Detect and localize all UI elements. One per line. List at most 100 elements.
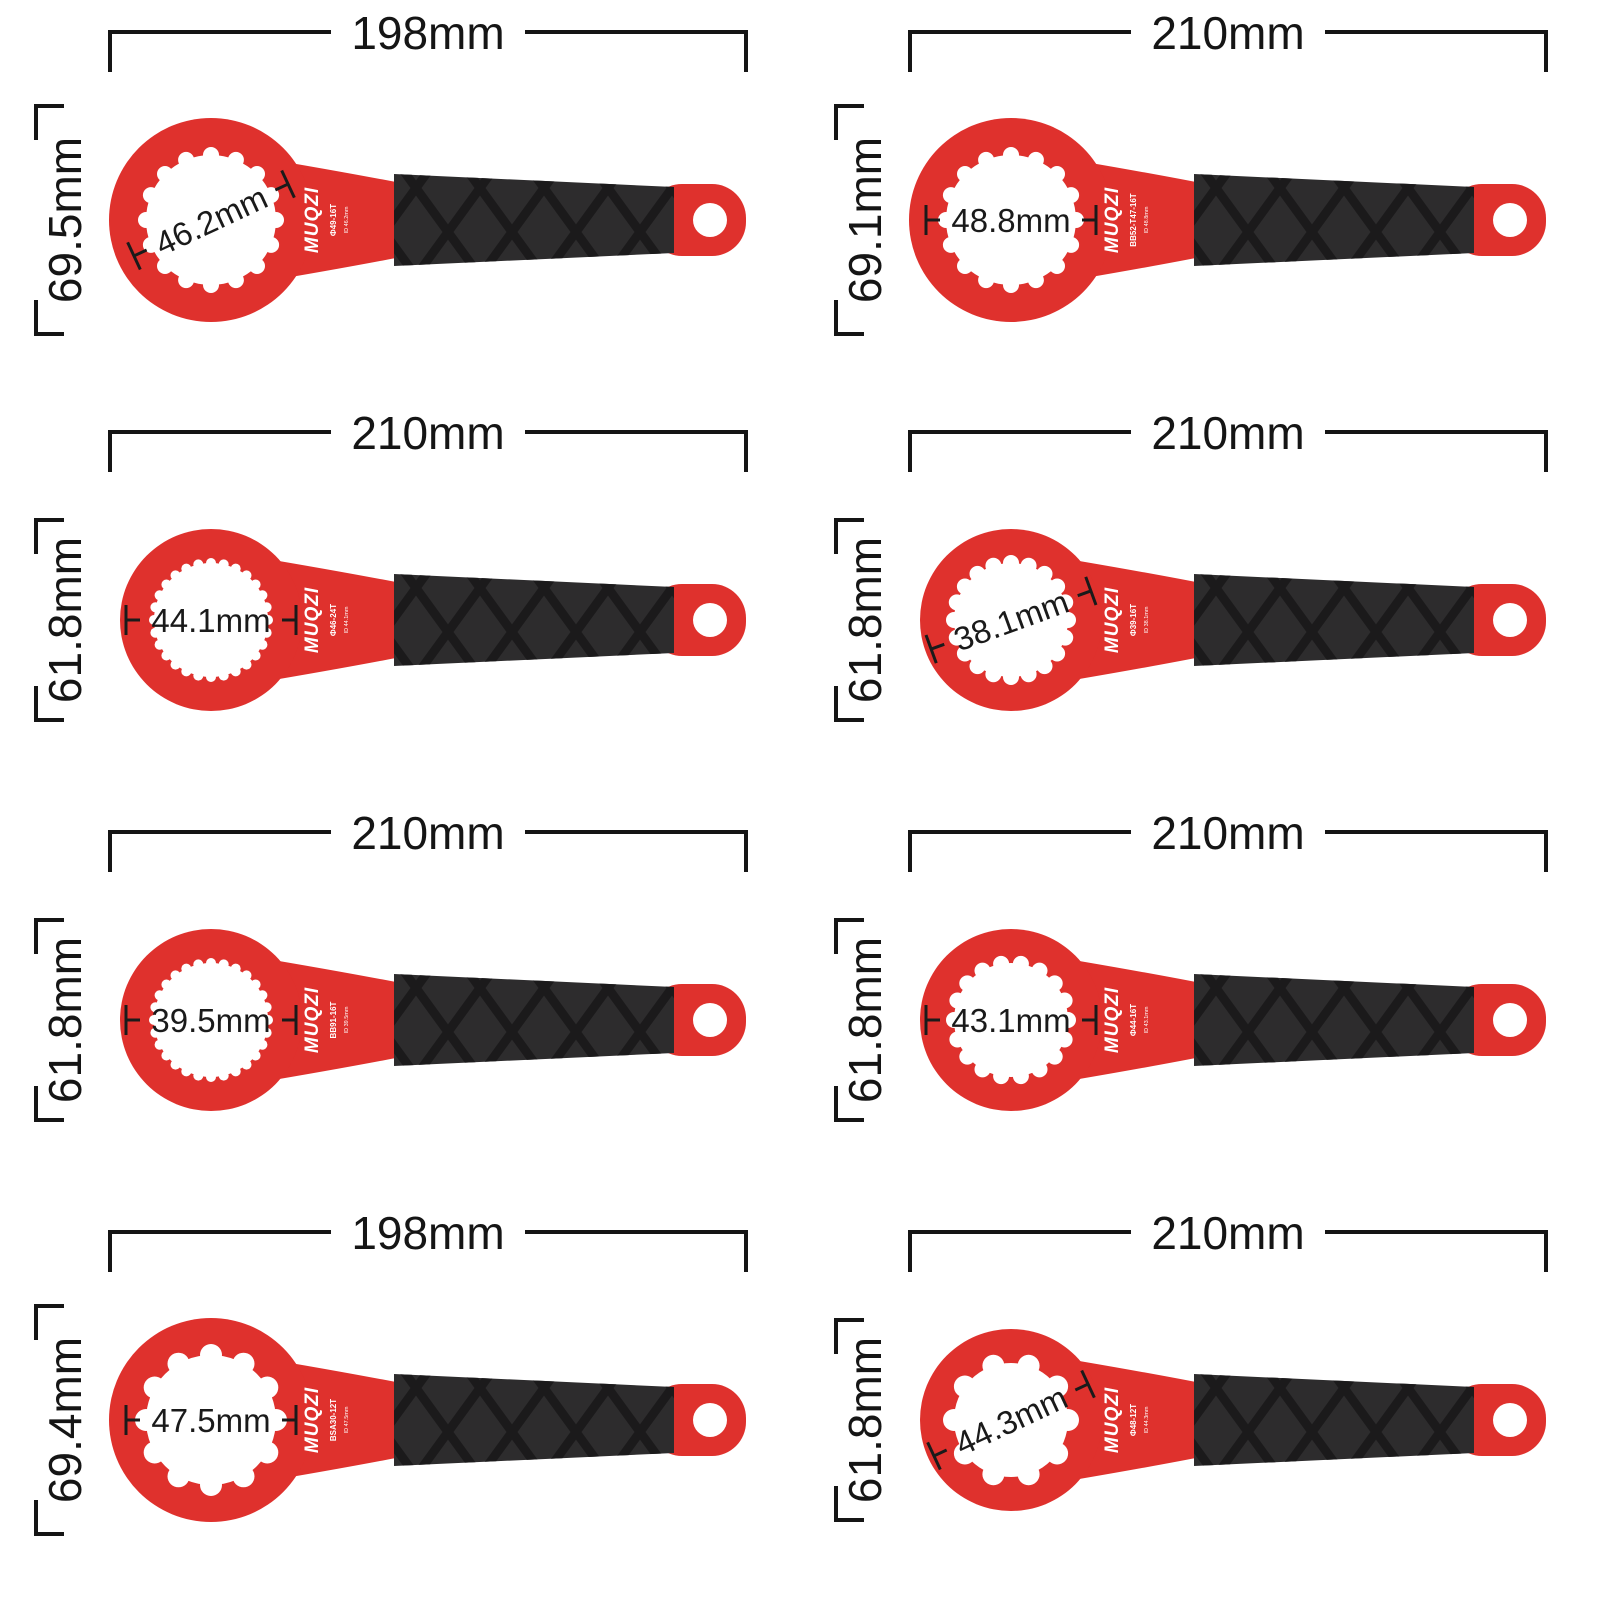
spec-text: ID 39.5mm [344, 1006, 350, 1033]
brand-text: MUQZI [302, 187, 323, 253]
dimension-line [1324, 1230, 1545, 1234]
height-label: 69.1mm [839, 136, 891, 304]
wrench-panel: 210mm 61.8mm MUQZI Ф39-16T [800, 400, 1600, 800]
model-text: Ф39-16T [1129, 604, 1138, 636]
wrench-image: MUQZI BSA30-12T ID 47.5mm 47.5mm [109, 1318, 746, 1522]
dimension-tick-left [908, 830, 912, 872]
wrench-row-body: 69.5mm MUQZI Ф49-16T ID 46.2mm [34, 100, 800, 340]
wrench-bore [154, 963, 268, 1077]
dimension-tick-top [34, 104, 64, 140]
printed-labels: MUQZI Ф44-16T ID 43.1mm [1102, 987, 1150, 1053]
dimension-tick-top [34, 518, 64, 554]
wrench-row-body: 69.4mm MUQZI BSA30-12T ID 47.5mm [34, 1300, 800, 1540]
width-label: 198mm [351, 7, 505, 59]
width-dimension-bracket: 210mm [908, 810, 1549, 890]
model-text: Ф44-16T [1129, 1004, 1138, 1036]
bore-dimension: 44.1mm [124, 602, 298, 639]
bore-tick-right-stub [1074, 1382, 1089, 1392]
dimension-tick-left [908, 1230, 912, 1272]
grip-texture [394, 174, 674, 266]
dimension-tick-top [34, 1304, 64, 1340]
dimension-tick-bottom [34, 1500, 64, 1536]
height-dimension-bracket: 61.8mm [834, 918, 896, 1122]
dimension-line [112, 830, 332, 834]
dimension-tick-bottom [834, 1086, 864, 1122]
height-label: 61.8mm [39, 536, 91, 704]
height-dimension-bracket: 61.8mm [34, 918, 96, 1122]
width-label: 198mm [351, 1207, 505, 1259]
spec-text: ID 47.5mm [344, 1406, 350, 1433]
dimension-tick-right [1544, 830, 1549, 872]
width-dimension-bracket: 198mm [108, 1210, 749, 1290]
spline-teeth [946, 555, 1076, 685]
wrench-row-body: 61.8mm MUQZI BB91-16T ID 39.5mm [34, 900, 800, 1140]
wrench-panel: 210mm 61.8mm MUQZI BB91-16T [0, 800, 800, 1200]
printed-labels: MUQZI BB52-T47-16T ID 48.8mm [1102, 187, 1150, 253]
dimension-tick-left [908, 430, 912, 472]
dimension-tick-left [108, 1230, 112, 1272]
dimension-tick-bottom [834, 1486, 864, 1522]
bore-dimension: 43.1mm [924, 1002, 1098, 1039]
wrench-image: MUQZI Ф49-16T ID 46.2mm 46.2mm [109, 118, 746, 322]
printed-labels: MUQZI BSA30-12T ID 47.5mm [302, 1387, 350, 1453]
dimension-tick-left [108, 430, 112, 472]
spec-text: ID 44.1mm [344, 606, 350, 633]
width-label: 210mm [351, 807, 505, 859]
wrench-bore [946, 155, 1076, 285]
wrench-bore [154, 563, 268, 677]
printed-labels: MUQZI Ф49-16T ID 46.2mm [302, 187, 350, 253]
width-dimension-bracket: 210mm [108, 410, 749, 490]
spline-teeth [943, 1354, 1079, 1486]
spline-teeth [135, 1344, 287, 1496]
dimension-tick-bottom [834, 300, 864, 336]
bore-diameter-label: 44.1mm [151, 602, 270, 639]
spline-teeth [138, 147, 284, 293]
model-text: BB91-16T [329, 1001, 338, 1038]
brand-text: MUQZI [1102, 187, 1123, 253]
wrench-panel: 198mm 69.5mm MUQZI Ф49-16T [0, 0, 800, 400]
dimension-tick-left [108, 30, 112, 72]
dimension-line [524, 430, 745, 434]
dimension-tick-top [34, 918, 64, 954]
spec-text: ID 43.1mm [1144, 1006, 1150, 1033]
dimension-tick-right [744, 1230, 749, 1272]
spec-text: ID 38.1mm [1144, 606, 1150, 633]
spline-teeth [946, 955, 1076, 1085]
printed-labels: MUQZI Ф39-16T ID 38.1mm [1102, 587, 1150, 653]
height-label: 61.8mm [39, 936, 91, 1104]
dimension-line [524, 1230, 745, 1234]
dimension-tick-top [834, 104, 864, 140]
dimension-tick-bottom [834, 686, 864, 722]
wrench-row-body: 61.8mm MUQZI Ф39-16T ID 38.1mm [834, 500, 1600, 740]
dimension-tick-left [908, 30, 912, 72]
model-text: Ф49-16T [329, 204, 338, 236]
hanging-hole [693, 1403, 727, 1437]
bore-tick-left-stub [933, 1448, 948, 1458]
bore-tick-left-stub [930, 642, 945, 651]
height-label: 69.5mm [39, 136, 91, 304]
brand-text: MUQZI [1102, 587, 1123, 653]
model-text: Ф48-12T [1129, 1404, 1138, 1436]
height-dimension-bracket: 61.8mm [834, 518, 896, 722]
width-dimension-bracket: 210mm [108, 810, 749, 890]
wrench-panel: 210mm 61.8mm MUQZI Ф44-16T [800, 800, 1600, 1200]
height-label: 61.8mm [839, 936, 891, 1104]
hanging-hole [693, 203, 727, 237]
height-dimension-bracket: 69.4mm [34, 1304, 96, 1536]
wrench-bore [954, 563, 1068, 677]
width-dimension-bracket: 210mm [908, 10, 1549, 90]
dimension-line [1324, 430, 1545, 434]
dimension-tick-top [834, 1318, 864, 1354]
dimension-tick-right [744, 430, 749, 472]
dimension-tick-right [744, 830, 749, 872]
height-dimension-bracket: 61.8mm [34, 518, 96, 722]
bore-diameter-label: 47.5mm [151, 1402, 270, 1439]
spline-teeth [938, 147, 1084, 293]
width-label: 210mm [1151, 1207, 1305, 1259]
dimension-tick-left [108, 830, 112, 872]
width-label: 210mm [1151, 407, 1305, 459]
wrench-row-body: 61.8mm MUQZI Ф48-12T ID 44.3mm [834, 1300, 1600, 1540]
grip-texture [1194, 174, 1474, 266]
height-dimension-bracket: 61.8mm [834, 1318, 896, 1522]
